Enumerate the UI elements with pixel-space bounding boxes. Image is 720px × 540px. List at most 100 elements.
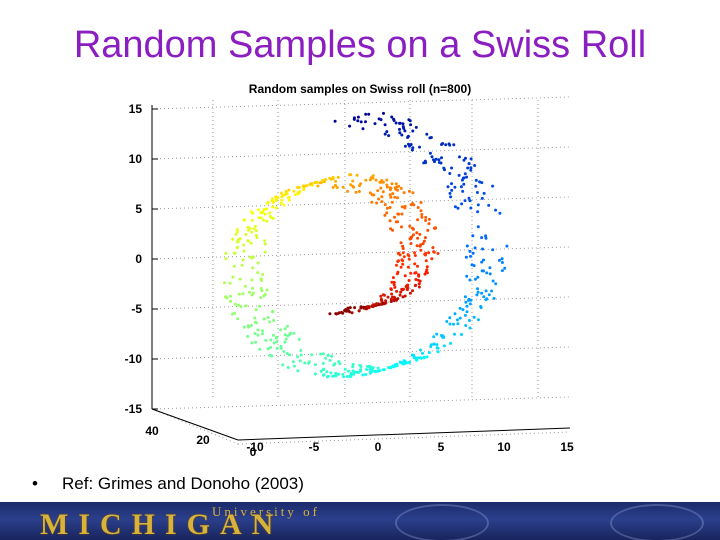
scatter-point (236, 245, 239, 249)
scatter-point (396, 260, 400, 263)
scatter-point (449, 341, 453, 345)
scatter-point (265, 288, 269, 292)
scatter-point (257, 304, 261, 308)
scatter-point (400, 288, 404, 292)
scatter-point (235, 230, 239, 234)
scatter-point (296, 369, 300, 373)
scatter-point (382, 111, 385, 115)
scatter-point (476, 203, 480, 207)
scatter-point (383, 293, 386, 297)
scatter-point (500, 261, 504, 264)
scatter-point (456, 206, 460, 210)
scatter-point (412, 356, 416, 360)
scatter-point (394, 182, 398, 186)
y-tick-label: 40 (145, 424, 159, 438)
scatter-point (396, 252, 400, 255)
scatter-point (299, 349, 303, 352)
scatter-point (400, 205, 404, 209)
scatter-point (390, 182, 394, 186)
scatter-point (297, 186, 301, 189)
scatter-point (419, 201, 423, 204)
scatter-point (296, 355, 300, 359)
y-axis-line (151, 408, 239, 441)
scatter-point (389, 227, 393, 231)
scatter-point (337, 360, 341, 363)
scatter-point (352, 370, 356, 374)
scatter-point (373, 369, 377, 373)
scatter-point (354, 190, 358, 194)
scatter-point (331, 176, 335, 179)
scatter-point (326, 354, 330, 357)
scatter-point (402, 126, 406, 130)
scatter-point (427, 351, 431, 355)
scatter-point (437, 161, 441, 164)
scatter-point (335, 186, 339, 189)
scatter-point (474, 178, 478, 182)
scatter-point (418, 244, 422, 248)
scatter-point (406, 286, 410, 289)
scatter-point (388, 188, 392, 192)
grid-line (151, 146, 571, 160)
scatter-point (341, 372, 345, 376)
scatter-point (450, 166, 454, 170)
scatter-point (239, 305, 243, 309)
scatter-point (268, 353, 272, 357)
scatter-point (409, 271, 413, 275)
scatter-point (418, 232, 422, 236)
scatter-point (319, 352, 323, 356)
scatter-point (491, 279, 495, 283)
scatter-point (424, 215, 428, 219)
scatter-point (224, 295, 227, 299)
seal-icon (395, 504, 489, 540)
scatter-point (357, 309, 361, 313)
scatter-point (257, 208, 260, 212)
scatter-point (389, 300, 393, 303)
x-tick-label: 0 (375, 440, 382, 454)
scatter-point (274, 206, 278, 210)
scatter-point (490, 289, 494, 293)
scatter-point (458, 316, 462, 320)
scatter-point (330, 354, 334, 358)
scatter-point (368, 370, 372, 374)
scatter-point (333, 183, 337, 187)
scatter-point (283, 340, 287, 344)
scatter-point (303, 361, 307, 365)
z-tick-label: 10 (129, 152, 143, 166)
scatter-point (395, 298, 399, 302)
scatter-point (406, 283, 410, 287)
scatter-point (400, 133, 404, 137)
scatter-point (463, 313, 467, 317)
x-axis-line (237, 427, 571, 441)
scatter-point (407, 254, 411, 258)
scatter-point (469, 298, 473, 302)
scatter-point (476, 210, 480, 214)
scatter-point (390, 115, 394, 119)
scatter-point (256, 261, 260, 265)
scatter-point (381, 180, 385, 184)
scatter-point (251, 266, 255, 270)
grid-line (151, 196, 571, 210)
scatter-point (376, 366, 380, 370)
scatter-point (408, 224, 412, 228)
grid-line (151, 246, 571, 260)
scatter-point (359, 182, 363, 186)
scatter-point (478, 180, 482, 184)
scatter-point (279, 201, 283, 205)
scatter-point (321, 352, 325, 356)
scatter-point (242, 325, 246, 329)
scatter-point (379, 186, 383, 190)
scatter-point (476, 318, 480, 322)
scatter-point (335, 312, 339, 316)
scatter-point (380, 195, 384, 199)
scatter-point (384, 301, 388, 305)
scatter-point (456, 322, 460, 326)
scatter-point (463, 295, 467, 299)
scatter-point (413, 254, 417, 257)
scatter-point (392, 283, 396, 287)
scatter-point (279, 328, 283, 332)
scatter-point (254, 229, 258, 233)
scatter-point (266, 347, 270, 351)
scatter-point (393, 195, 397, 199)
scatter-point (284, 337, 288, 341)
scatter-point (415, 244, 419, 248)
